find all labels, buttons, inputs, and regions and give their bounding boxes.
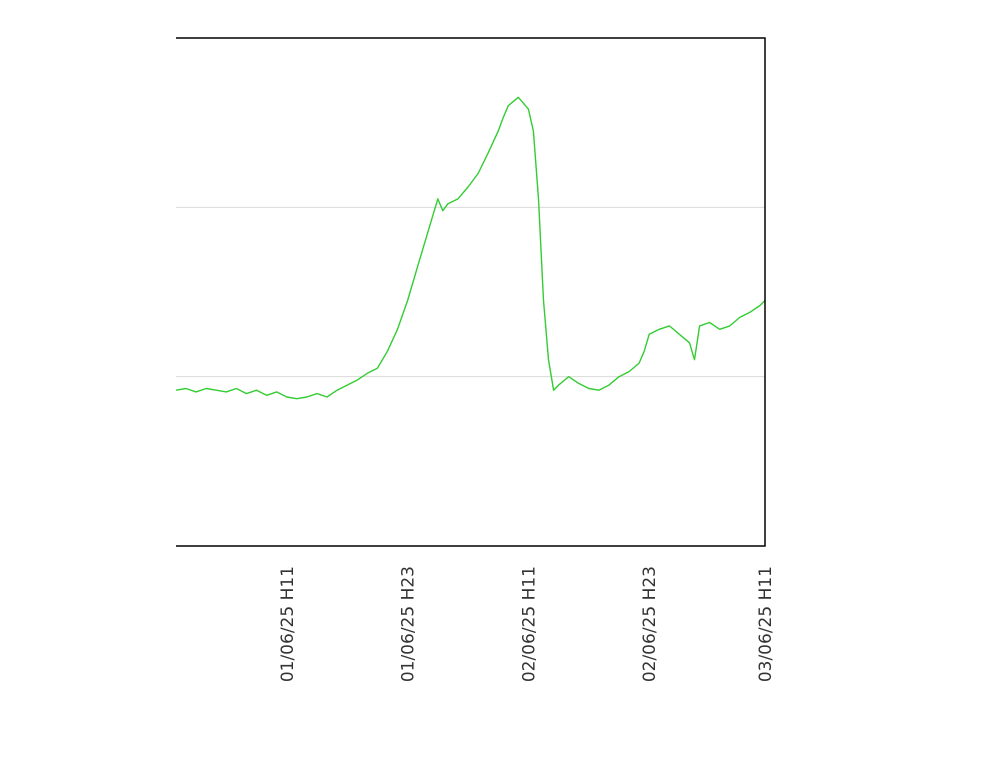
- x-tick-label: 03/06/25 H11: [756, 566, 776, 682]
- x-tick-label: 01/06/25 H11: [278, 566, 298, 682]
- series-line: [175, 96, 766, 400]
- x-tick-label: 02/06/25 H11: [519, 566, 539, 682]
- gridlines: [176, 206, 765, 378]
- x-axis-ticks: 01/06/25 H11 01/06/25 H23 02/06/25 H11 02/0…: [278, 566, 776, 682]
- x-tick-label: 01/06/25 H23: [399, 566, 419, 682]
- plot-area: [176, 38, 765, 546]
- x-tick-label: 02/06/25 H23: [640, 566, 660, 682]
- plot-frame: [176, 37, 766, 547]
